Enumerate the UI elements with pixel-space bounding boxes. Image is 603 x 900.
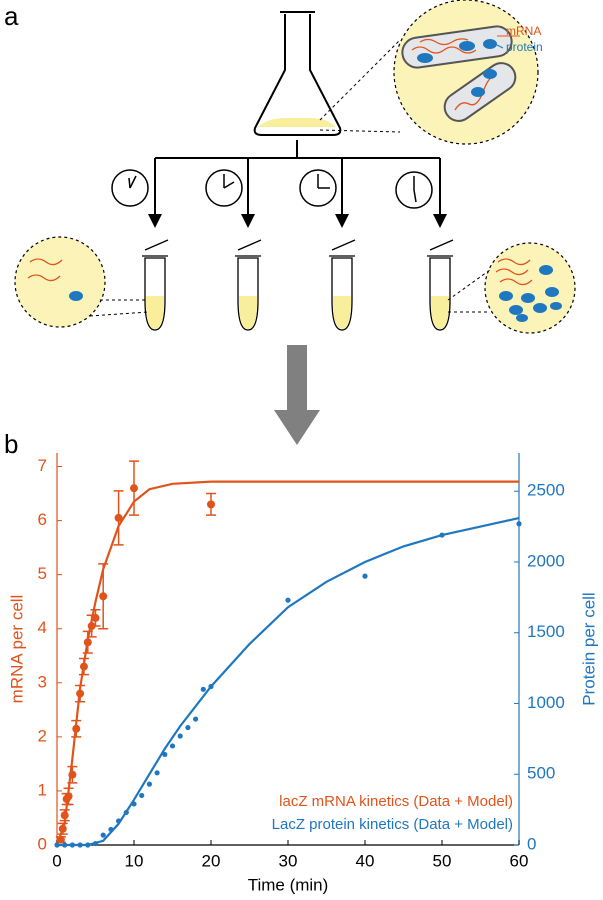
data-point xyxy=(58,824,67,833)
model-line xyxy=(55,480,519,846)
panel-label: b xyxy=(4,429,18,459)
data-point xyxy=(200,686,206,692)
data-point xyxy=(208,683,214,690)
mrna-label: mRNA xyxy=(506,24,541,38)
data-point xyxy=(193,716,199,722)
data-point xyxy=(177,733,183,739)
y-tick-label: 0 xyxy=(38,834,47,853)
data-point xyxy=(76,689,85,698)
data-point xyxy=(62,842,68,848)
data-point xyxy=(130,484,138,493)
legend-entry: LacZ protein kinetics (Data + Model) xyxy=(272,816,513,833)
data-point xyxy=(83,638,92,647)
protein-label: protein xyxy=(506,40,543,54)
data-point xyxy=(123,809,129,816)
data-point xyxy=(169,743,176,749)
data-point xyxy=(56,835,65,844)
data-point xyxy=(72,724,81,733)
y-tick-label: 4 xyxy=(38,618,47,637)
data-point xyxy=(154,770,160,776)
y-tick-label: 6 xyxy=(38,510,47,529)
data-point xyxy=(92,840,99,847)
y-tick-label: 7 xyxy=(38,456,47,475)
data-point xyxy=(64,792,73,801)
data-point xyxy=(516,521,522,527)
data-point xyxy=(85,842,91,848)
panel-label: a xyxy=(4,1,19,31)
x-tick-label: 0 xyxy=(52,851,61,870)
y-tick-label: 2 xyxy=(38,726,47,745)
data-point xyxy=(69,842,75,848)
diagram xyxy=(14,0,576,445)
x-tick-label: 60 xyxy=(510,851,529,870)
data-point xyxy=(185,724,191,731)
data-point xyxy=(362,573,368,579)
x-tick-label: 40 xyxy=(356,851,375,870)
y2-tick-label: 1000 xyxy=(527,693,565,712)
y2-tick-label: 0 xyxy=(527,834,536,853)
data-point xyxy=(108,826,114,833)
y2-tick-label: 2500 xyxy=(527,481,565,500)
data-point xyxy=(68,770,77,779)
y2-axis-label: Protein per cell xyxy=(579,592,598,705)
data-point xyxy=(79,662,88,671)
x-tick-label: 50 xyxy=(433,851,452,870)
x-tick-label: 30 xyxy=(279,851,298,870)
data-point xyxy=(139,792,145,799)
data-point xyxy=(77,842,83,848)
data-point xyxy=(116,818,122,824)
data-point xyxy=(207,500,215,509)
data-point xyxy=(54,842,60,848)
y-axis-label: mRNA per cell xyxy=(7,595,26,704)
y2-tick-label: 1500 xyxy=(527,622,565,641)
y-tick-label: 3 xyxy=(38,672,47,691)
data-point xyxy=(131,801,137,807)
data-point xyxy=(285,597,291,603)
x-tick-label: 20 xyxy=(202,851,221,870)
data-point xyxy=(439,532,445,538)
y-tick-label: 1 xyxy=(38,780,47,799)
legend-entry: lacZ mRNA kinetics (Data + Model) xyxy=(279,793,513,810)
data-point xyxy=(91,613,100,622)
data-point xyxy=(162,751,168,758)
x-axis-label: Time (min) xyxy=(248,875,329,894)
data-point xyxy=(100,832,106,838)
y2-tick-label: 2000 xyxy=(527,551,565,570)
data-point xyxy=(60,811,69,820)
x-tick-label: 10 xyxy=(125,851,144,870)
model-line xyxy=(57,517,520,847)
data-point xyxy=(99,592,108,601)
data-point xyxy=(114,513,123,522)
y2-tick-label: 500 xyxy=(527,764,555,783)
data-point xyxy=(146,781,152,787)
y-tick-label: 5 xyxy=(38,564,47,583)
